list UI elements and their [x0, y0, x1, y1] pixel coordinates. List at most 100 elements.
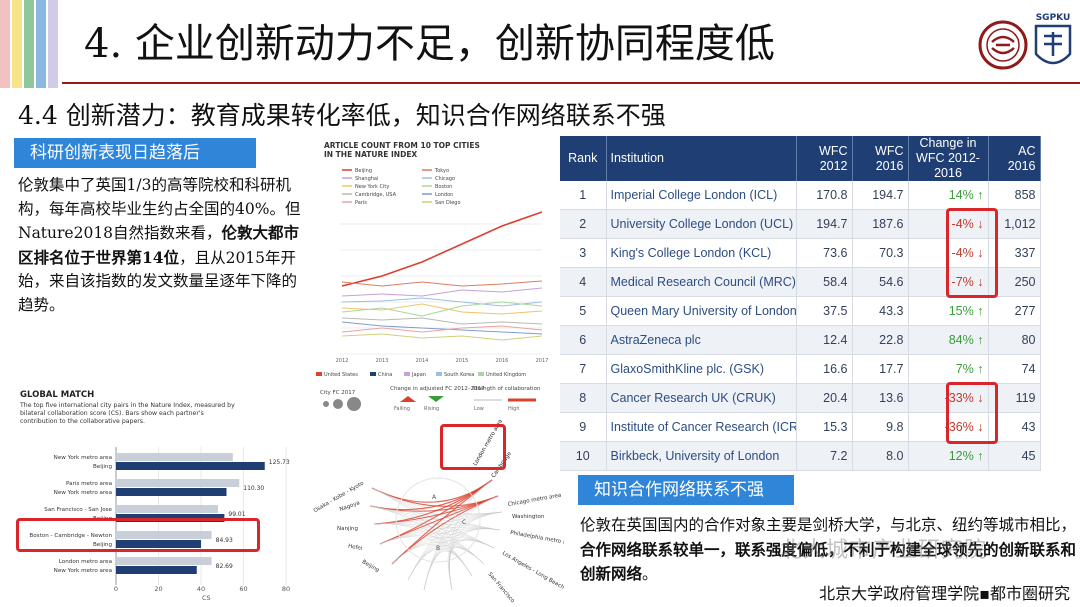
- network-legend-sub: Low: [474, 406, 484, 412]
- series-line: [341, 325, 543, 333]
- change-value: -7%: [951, 275, 974, 289]
- cell-institution: Medical Research Council (MRC): [606, 267, 797, 297]
- legend-swatch: [316, 372, 322, 376]
- table-header-row: Rank Institution WFC 2012 WFC 2016 Chang…: [560, 136, 1041, 181]
- cell-wfc2016: 8.0: [852, 441, 909, 471]
- bar-city-label: Paris metro area: [66, 481, 112, 487]
- legend-label: Japan: [411, 372, 426, 378]
- bar: [116, 540, 201, 548]
- cell-wfc2016: 54.6: [852, 267, 909, 297]
- change-value: 84%: [948, 333, 974, 347]
- network-legend: City FC 2017: [320, 390, 356, 396]
- arrow-down-icon: ↓: [973, 275, 984, 289]
- cell-change: 84% ↑: [908, 325, 989, 355]
- cell-rank: 8: [560, 383, 607, 413]
- legend-swatch: [404, 372, 410, 376]
- bar: [116, 566, 197, 574]
- table-row: 2 University College London (UCL) 194.7 187…: [560, 209, 1041, 239]
- text-run-bold: 伦敦大都市区排名位于世界第14位: [18, 223, 300, 267]
- legend-label: United States: [324, 372, 358, 378]
- section-tag-network: 知识合作网络联系不强: [578, 475, 794, 505]
- network-city-label: Hefei: [347, 544, 363, 552]
- x-axis-label: CS: [202, 594, 211, 602]
- legend-label: Beijing: [355, 168, 372, 174]
- svg-text:A: A: [432, 494, 437, 501]
- chart-subtitle: The top five international city pairs in…: [19, 402, 235, 409]
- table-row: 4 Medical Research Council (MRC) 58.4 54.6 -…: [560, 267, 1041, 297]
- arrow-up-icon: ↑: [973, 362, 984, 376]
- bar: [116, 505, 218, 513]
- highlight-box-decline-2: [946, 382, 998, 444]
- bar: [116, 462, 265, 470]
- header-rank: Rank: [560, 136, 607, 181]
- change-value: 14%: [948, 188, 974, 202]
- text-run: 。: [642, 565, 658, 584]
- sgpku-badge-icon: SGPKU: [1034, 13, 1072, 65]
- wfc-ranking-table: Rank Institution WFC 2012 WFC 2016 Chang…: [560, 136, 1041, 471]
- bar-total-label: 82.69: [216, 563, 233, 570]
- cell-wfc2012: 7.2: [796, 441, 853, 471]
- svg-text:C: C: [462, 519, 466, 526]
- cell-change: 7% ↑: [908, 354, 989, 384]
- cell-wfc2012: 16.6: [796, 354, 853, 384]
- cell-rank: 4: [560, 267, 607, 297]
- bar: [116, 557, 212, 565]
- network-legend: Strength of collaboration: [472, 386, 541, 392]
- legend-swatch: [478, 372, 484, 376]
- x-tick-label: 20: [154, 585, 162, 593]
- cell-wfc2012: 20.4: [796, 383, 853, 413]
- cell-wfc2016: 22.8: [852, 325, 909, 355]
- title-rule: [62, 82, 1080, 84]
- cell-wfc2016: 194.7: [852, 181, 909, 210]
- cell-wfc2012: 12.4: [796, 325, 853, 355]
- network-legend-sub: Rising: [424, 406, 439, 412]
- arrow-down-icon: ↓: [973, 246, 984, 260]
- table-row: 8 Cancer Research UK (CRUK) 20.4 13.6 -33% ↓…: [560, 383, 1041, 413]
- global-match-bar-chart: GLOBAL MATCH The top five international …: [18, 385, 304, 603]
- header-institution: Institution: [606, 136, 797, 181]
- change-value: -4%: [951, 217, 974, 231]
- bar: [116, 453, 233, 461]
- change-value: -4%: [951, 246, 974, 260]
- chart-title: GLOBAL MATCH: [20, 390, 94, 400]
- arrow-down-icon: ↓: [973, 217, 984, 231]
- x-tick-label: 2012: [336, 358, 349, 364]
- chart-subtitle: contribution to the collaborative papers…: [20, 418, 145, 425]
- series-line: [341, 333, 543, 341]
- cell-rank: 3: [560, 238, 607, 268]
- table-row: 6 AstraZeneca plc 12.4 22.8 84% ↑ 80: [560, 325, 1041, 355]
- cell-wfc2016: 43.3: [852, 296, 909, 326]
- collaboration-network-diagram: City FC 2017 Change in adjusted FC 2012–…: [312, 384, 564, 606]
- table-row: 3 King's College London (KCL) 73.6 70.3 -4% …: [560, 238, 1041, 268]
- x-tick-label: 2013: [376, 358, 389, 364]
- arrow-up-icon: ↑: [973, 188, 984, 202]
- highlight-box-boston: [16, 518, 260, 552]
- header-ac2016: AC 2016: [988, 136, 1041, 181]
- cell-institution: Queen Mary University of London (QMUL): [606, 296, 797, 326]
- header-wfc2016: WFC 2016: [852, 136, 909, 181]
- x-tick-label: 2016: [496, 358, 509, 364]
- legend-label: Cambridge, USA: [355, 192, 397, 198]
- cell-rank: 6: [560, 325, 607, 355]
- text-run: 伦敦在英国国内的合作对象主要是剑桥大学，与北京、纽约等城市相比，: [580, 516, 1077, 534]
- change-value: 15%: [948, 304, 974, 318]
- series-line: [341, 321, 543, 335]
- legend-swatch: [370, 372, 376, 376]
- bar-city-label: Beijing: [93, 542, 112, 548]
- bar-city-label: San Francisco - San Jose: [44, 507, 112, 513]
- bar-city-label: Beijing: [93, 464, 112, 470]
- series-line: [341, 301, 543, 317]
- color-bar: [0, 0, 10, 88]
- change-value: 7%: [955, 362, 974, 376]
- legend-label: New York City: [355, 184, 389, 190]
- cell-institution: Imperial College London (ICL): [606, 181, 797, 210]
- arrow-down-icon: ↓: [973, 391, 984, 405]
- bar-total-label: 99.01: [228, 511, 245, 518]
- network-paragraph: 伦敦在英国国内的合作对象主要是剑桥大学，与北京、纽约等城市相比， 合作网络联系较单…: [580, 514, 1076, 587]
- cell-institution: AstraZeneca plc: [606, 325, 797, 355]
- cell-ac2016: 74: [988, 354, 1041, 384]
- cell-wfc2016: 17.7: [852, 354, 909, 384]
- legend-label: Chicago: [435, 176, 455, 182]
- legend-label: South Korea: [444, 372, 474, 378]
